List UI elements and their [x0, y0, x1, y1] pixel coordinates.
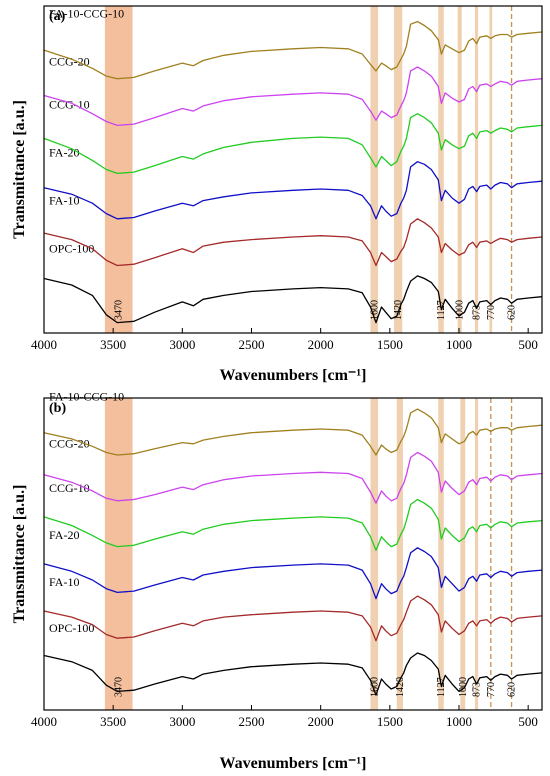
y-axis-title: Transmittance [a.u.] [11, 485, 28, 624]
x-tick-label-1000: 1000 [446, 337, 472, 352]
y-axis-title: Transmittance [a.u.] [11, 100, 28, 239]
band-3470 [104, 398, 133, 710]
panel-a: OPC-100 FA-10 FA-20 CCG-10 CCG-20 FA-10-CCG-1… [11, 5, 543, 384]
x-tick-label-500: 500 [518, 714, 538, 729]
series-line-fa-10 [43, 218, 543, 267]
band-873 [474, 6, 479, 333]
band-label-1000: 1000 [458, 677, 469, 697]
series-label-ccg-10: CCG-10 [49, 98, 90, 112]
series-label-fa-10-ccg-10: FA-10-CCG-10 [49, 390, 124, 404]
series-line-opc-100 [43, 652, 543, 696]
band-label-873: 873 [471, 682, 482, 697]
series-label-opc-100: OPC-100 [49, 621, 94, 635]
series-line-ccg-10 [43, 113, 543, 175]
series-line-ccg-20 [43, 66, 543, 127]
band-1420 [393, 6, 403, 333]
band-label-1127: 1127 [436, 677, 447, 697]
band-label-1420: 1420 [393, 300, 404, 320]
series-label-fa-20: FA-20 [49, 146, 79, 160]
plot-frame [43, 397, 543, 711]
series-label-ccg-10: CCG-10 [49, 481, 90, 495]
x-tick-label-2000: 2000 [308, 714, 334, 729]
plot-frame [43, 5, 543, 334]
x-tick-label-2500: 2500 [239, 337, 265, 352]
series-label-fa-10-ccg-10: FA-10-CCG-10 [49, 7, 124, 21]
band-770 [489, 6, 493, 333]
series-label-ccg-20: CCG-20 [49, 55, 90, 69]
band-1600 [370, 6, 379, 333]
series-line-fa-20 [43, 161, 543, 220]
panel-b: OPC-100 FA-10 FA-20 CCG-10 CCG-20 FA-10-CCG-1… [11, 390, 543, 772]
band-label-770: 770 [486, 682, 497, 697]
series-line-fa-10 [43, 595, 543, 642]
series-line-fa-10-ccg-10 [43, 408, 543, 456]
band-label-770: 770 [486, 305, 497, 320]
x-tick-label-1000: 1000 [446, 714, 472, 729]
x-axis-title: Wavenumbers [cm⁻¹] [220, 367, 367, 384]
x-tick-label-1500: 1500 [377, 714, 403, 729]
series-label-fa-10: FA-10 [49, 575, 79, 589]
band-1000 [460, 398, 466, 710]
series-label-fa-10: FA-10 [49, 194, 79, 208]
series-line-fa-20 [43, 547, 543, 600]
x-tick-label-4000: 4000 [31, 714, 57, 729]
x-tick-label-3000: 3000 [169, 337, 195, 352]
x-tick-label-500: 500 [518, 337, 538, 352]
band-3470 [104, 6, 133, 333]
series-line-opc-100 [43, 275, 543, 324]
x-tick-label-2500: 2500 [239, 714, 265, 729]
band-1600 [370, 398, 379, 710]
series-label-fa-20: FA-20 [49, 528, 79, 542]
panel-label: (b) [49, 401, 66, 416]
x-tick-label-1500: 1500 [377, 337, 403, 352]
band-1127 [438, 6, 444, 333]
x-tick-label-4000: 4000 [31, 337, 57, 352]
band-label-873: 873 [471, 305, 482, 320]
band-label-1420: 1420 [395, 677, 406, 697]
series-line-fa-10-ccg-10 [43, 20, 543, 80]
band-1420 [396, 398, 403, 710]
band-1127 [438, 398, 444, 710]
series-line-ccg-10 [43, 498, 543, 551]
band-label-1600: 1600 [369, 677, 380, 697]
series-line-ccg-20 [43, 451, 543, 504]
band-1000 [457, 6, 462, 333]
series-label-opc-100: OPC-100 [49, 242, 94, 256]
band-label-620: 620 [507, 682, 518, 697]
band-873 [474, 398, 479, 710]
x-tick-label-3500: 3500 [100, 337, 126, 352]
band-label-1127: 1127 [436, 300, 447, 320]
x-tick-label-3000: 3000 [169, 714, 195, 729]
band-label-620: 620 [507, 305, 518, 320]
band-label-3470: 3470 [114, 300, 125, 320]
x-tick-label-3500: 3500 [100, 714, 126, 729]
band-label-1600: 1600 [369, 300, 380, 320]
panel-label: (a) [49, 9, 66, 24]
x-axis-title: Wavenumbers [cm⁻¹] [220, 755, 367, 772]
x-tick-label-2000: 2000 [308, 337, 334, 352]
band-label-1000: 1000 [455, 300, 466, 320]
series-label-ccg-20: CCG-20 [49, 437, 90, 451]
band-label-3470: 3470 [114, 677, 125, 697]
